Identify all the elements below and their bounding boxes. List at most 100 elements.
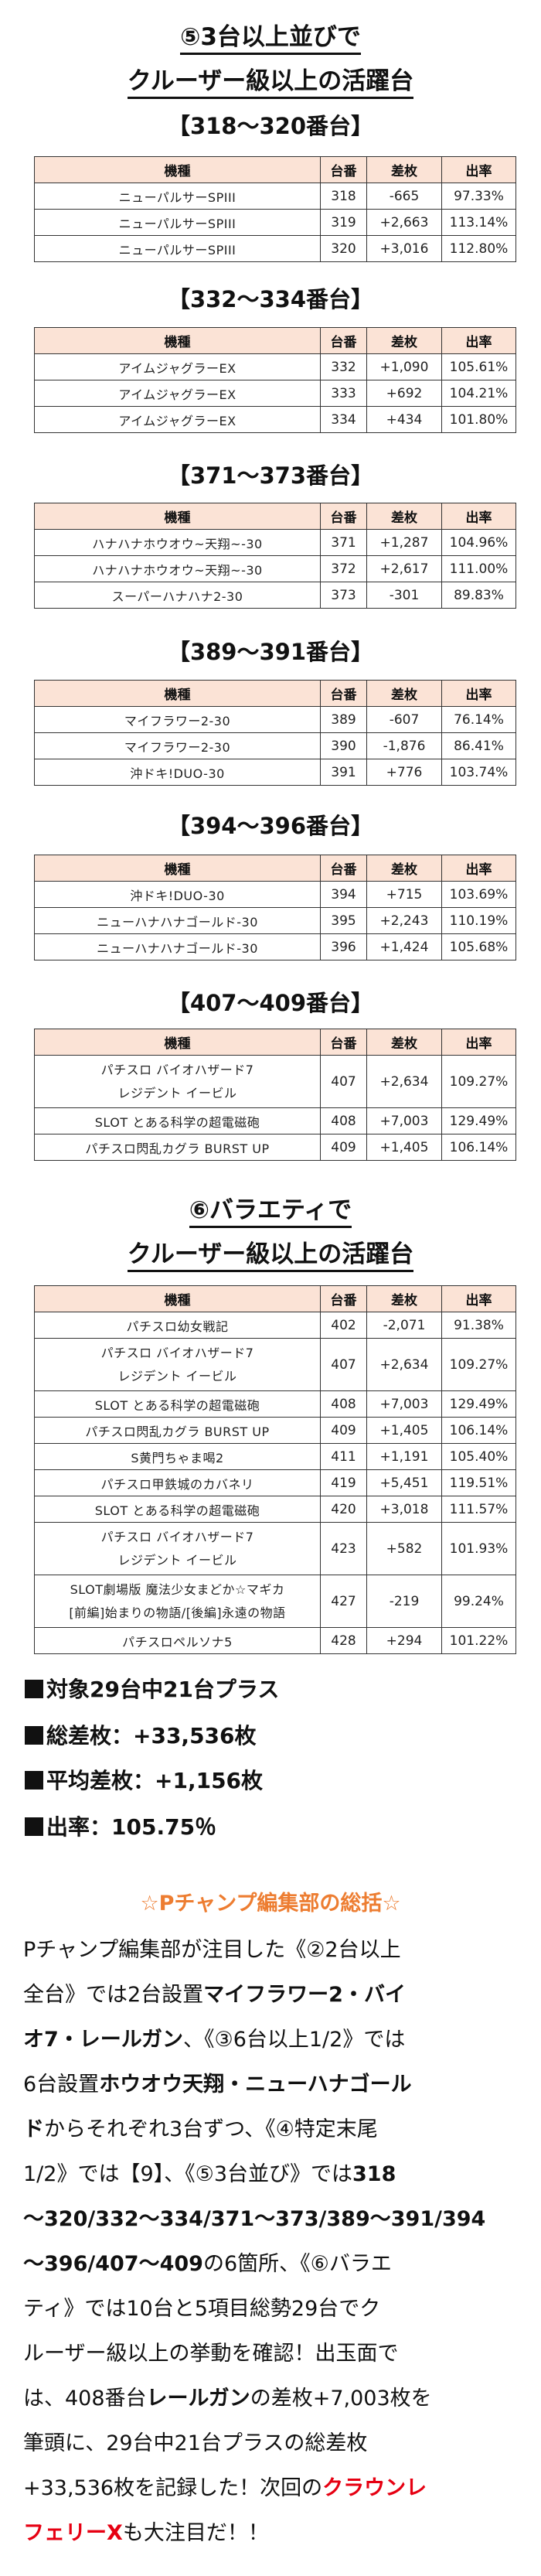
table-row: アイムジャグラーEX 334 +434 101.80% (34, 406, 516, 433)
table-row: アイムジャグラーEX 333 +692 104.21% (34, 380, 516, 407)
model-line1: パチスロ バイオハザード7 (100, 1529, 254, 1544)
cell-diff: +1,424 (366, 933, 442, 960)
header-diff: 差枚 (366, 1285, 442, 1312)
stat-avg-diff: 平均差枚：+1,156枚 (25, 1767, 263, 1795)
table-row: ニューパルサーSPIII 320 +3,016 112.80% (34, 235, 516, 262)
text: 筆頭に、29台中21台プラスの総差枚 (23, 2431, 368, 2455)
cell-model: SLOT とある科学の超電磁砲 (34, 1390, 321, 1418)
cell-diff: -1,876 (366, 732, 442, 759)
cell-model: パチスロ閃乱カグラ BURST UP (34, 1134, 321, 1161)
bold-text: 318 (352, 2162, 396, 2186)
cell-model: パチスロ バイオハザード7 レジデント イービル (34, 1055, 321, 1108)
summary-line: ～396/407～409の6箇所、《⑥バラエ (23, 2242, 518, 2287)
stat-total-diff: 総差枚：+33,536枚 (25, 1722, 257, 1750)
cell-rate: 129.49% (441, 1107, 516, 1134)
table-row: マイフラワー2-30 390 -1,876 86.41% (34, 732, 516, 759)
table-row: SLOT とある科学の超電磁砲 408 +7,003 129.49% (34, 1390, 516, 1418)
cell-model: ニューパルサーSPIII (34, 209, 321, 236)
cell-unit: 411 (320, 1443, 367, 1470)
machine-table: 機種 台番 差枚 出率 ニューパルサーSPIII 318 -665 97.33% ニューパルサー… (34, 156, 516, 262)
header-model: 機種 (34, 156, 321, 183)
cell-model: ハナハナホウオウ~天翔~-30 (34, 529, 321, 556)
cell-unit: 394 (320, 881, 367, 908)
cell-rate: 97.33% (441, 183, 516, 210)
cell-diff: +692 (366, 380, 442, 407)
cell-diff: +2,663 (366, 209, 442, 236)
cell-unit: 408 (320, 1107, 367, 1134)
header-diff: 差枚 (366, 503, 442, 530)
cell-unit: 391 (320, 759, 367, 786)
summary-line: ～320/332～334/371～373/389～391/394 (23, 2197, 518, 2242)
cell-unit: 371 (320, 529, 367, 556)
cell-rate: 104.96% (441, 529, 516, 556)
cell-unit: 407 (320, 1055, 367, 1108)
header-unit: 台番 (320, 680, 367, 707)
square-bullet-icon (25, 1771, 43, 1790)
header-diff: 差枚 (366, 327, 442, 354)
text: 1/2》では【9】、《⑤3台並び》では (23, 2162, 353, 2186)
range-heading: 【407～409番台】 (167, 990, 374, 1016)
header-model: 機種 (34, 503, 321, 530)
cell-model: パチスロ閃乱カグラ BURST UP (34, 1417, 321, 1444)
cell-rate: 91.38% (441, 1312, 516, 1339)
table-row: ハナハナホウオウ~天翔~-30 372 +2,617 111.00% (34, 555, 516, 582)
cell-rate: 112.80% (441, 235, 516, 262)
header-rate: 出率 (441, 680, 516, 707)
cell-model: SLOT とある科学の超電磁砲 (34, 1107, 321, 1134)
table-header-row: 機種 台番 差枚 出率 (34, 156, 516, 183)
header-rate: 出率 (441, 855, 516, 882)
cell-rate: 111.57% (441, 1496, 516, 1523)
cell-diff: +1,405 (366, 1417, 442, 1444)
cell-diff: +2,243 (366, 907, 442, 934)
cell-rate: 110.19% (441, 907, 516, 934)
table-row: パチスロ甲鉄城のカバネリ 419 +5,451 119.51% (34, 1469, 516, 1496)
bold-text: ド (23, 2117, 44, 2141)
cell-model: マイフラワー2-30 (34, 732, 321, 759)
summary-line: オ7・レールガン、《③6台以上1/2》では (23, 2018, 518, 2063)
cell-rate: 103.74% (441, 759, 516, 786)
header-unit: 台番 (320, 156, 367, 183)
table-row: 沖ドキ!DUO-30 391 +776 103.74% (34, 759, 516, 786)
cell-unit: 407 (320, 1338, 367, 1391)
table-row: パチスロ バイオハザード7 レジデント イービル 407 +2,634 109.27% (34, 1338, 516, 1391)
table-header-row: 機種 台番 差枚 出率 (34, 503, 516, 530)
header-diff: 差枚 (366, 855, 442, 882)
range-heading: 【394～396番台】 (167, 813, 374, 839)
cell-unit: 419 (320, 1469, 367, 1496)
cell-rate: 105.40% (441, 1443, 516, 1470)
cell-unit: 373 (320, 582, 367, 609)
table-row: ニューパルサーSPIII 319 +2,663 113.14% (34, 209, 516, 236)
cell-rate: 111.00% (441, 555, 516, 582)
text: からそれぞれ3台ずつ、《④特定末尾 (44, 2117, 378, 2141)
cell-diff: +3,018 (366, 1496, 442, 1523)
cell-rate: 106.14% (441, 1134, 516, 1161)
table-row: スーパーハナハナ2-30 373 -301 89.83% (34, 582, 516, 609)
cell-rate: 101.22% (441, 1627, 516, 1654)
cell-diff: +1,090 (366, 353, 442, 380)
cell-diff: +1,405 (366, 1134, 442, 1161)
cell-rate: 119.51% (441, 1469, 516, 1496)
summary-line: は、408番台レールガンの差枚+7,003枚を (23, 2376, 518, 2421)
section6-title-line1: ⑥バラエティで (0, 1195, 541, 1228)
summary-line: ルーザー級以上の挙動を確認！出玉面で (23, 2332, 518, 2376)
header-diff: 差枚 (366, 156, 442, 183)
table-header-row: 機種 台番 差枚 出率 (34, 1029, 516, 1056)
bold-text: オ7・レールガン (23, 2028, 183, 2052)
cell-unit: 396 (320, 933, 367, 960)
cell-unit: 372 (320, 555, 367, 582)
cell-rate: 101.80% (441, 406, 516, 433)
stat-plus-count: 対象29台中21台プラス (25, 1676, 279, 1704)
text: の6箇所、《⑥バラエ (202, 2252, 392, 2276)
table-row: 沖ドキ!DUO-30 394 +715 103.69% (34, 881, 516, 908)
cell-unit: 333 (320, 380, 367, 407)
model-line1: SLOT劇場版 魔法少女まどか☆マギカ (70, 1581, 285, 1597)
header-unit: 台番 (320, 1029, 367, 1056)
table-header-row: 機種 台番 差枚 出率 (34, 680, 516, 707)
table-row: パチスロ バイオハザード7 レジデント イービル 407 +2,634 109.27% (34, 1055, 516, 1108)
table-row: マイフラワー2-30 389 -607 76.14% (34, 706, 516, 733)
cell-model: 沖ドキ!DUO-30 (34, 759, 321, 786)
header-diff: 差枚 (366, 680, 442, 707)
summary-line: 全台》では2台設置マイフラワー2・バイ (23, 1973, 518, 2018)
model-line2: レジデント イービル (117, 1552, 237, 1568)
cell-model: ニューパルサーSPIII (34, 183, 321, 210)
